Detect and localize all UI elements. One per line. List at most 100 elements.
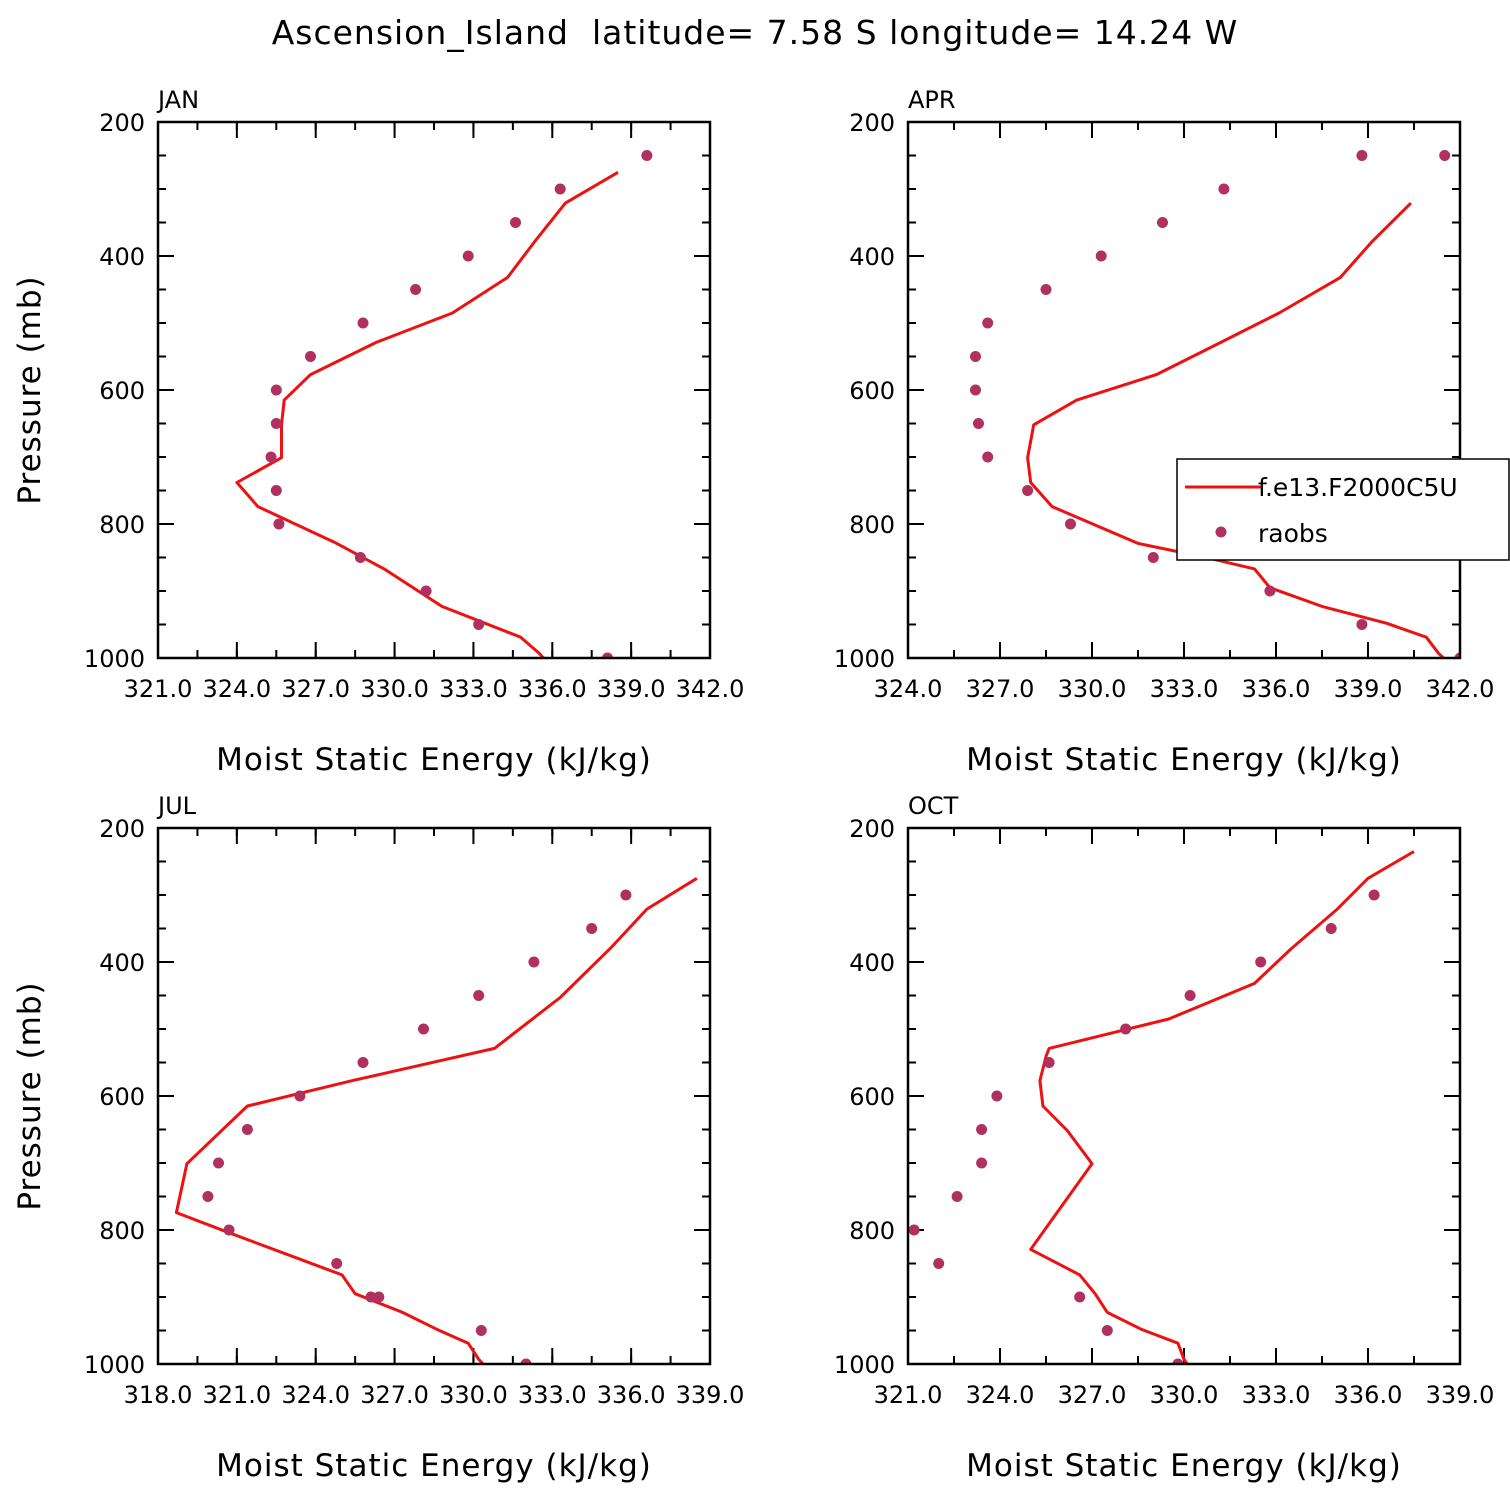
x-tick-label: 324.0 [874,675,943,703]
obs-point [510,217,521,228]
legend: f.e13.F2000C5U raobs [1176,458,1510,561]
figure-title: Ascension_Island latitude= 7.58 S longit… [272,13,1239,52]
obs-point [1157,217,1168,228]
panel-title: APR [908,86,956,114]
obs-point [357,1057,369,1068]
y-tick-label: 600 [849,377,895,405]
x-tick-label: 327.0 [966,675,1035,703]
panel-oct: 321.0 324.0 327.0 330.0 333.0 336.0 339.0 200 40… [834,792,1494,1484]
obs-point [982,451,994,463]
obs-point [1043,1057,1055,1068]
obs-point [908,1224,920,1236]
plot-frame [156,826,712,1366]
obs-point [294,1090,306,1102]
minor-ticks [907,121,1461,659]
obs-point [1184,990,1196,1001]
legend-label: raobs [1258,519,1328,548]
y-tick-label: 200 [99,109,145,137]
obs-point [1147,552,1159,563]
x-tick-label: 339.0 [676,1381,745,1409]
panel-jul: 318.0 321.0 324.0 327.0 330.0 333.0 336.0 339.0… [12,792,744,1484]
y-tick-label: 800 [849,511,895,539]
obs-point [970,384,981,396]
x-tick-label: 336.0 [1242,675,1311,703]
x-tick-label: 330.0 [439,1381,508,1409]
obs-point [373,1291,385,1303]
x-tick-label: 333.0 [1242,1381,1311,1409]
legend-box [1176,458,1510,561]
obs-point [473,990,485,1001]
obs-point [354,552,366,563]
obs-point [305,351,316,362]
obs-point [1218,183,1230,195]
obs-point [270,384,282,396]
major-ticks [907,827,1461,1365]
minor-ticks [157,121,711,659]
obs-point [273,518,285,530]
y-tick-label: 800 [849,1217,895,1245]
obs-point [357,317,369,329]
y-tick-label: 400 [849,243,895,271]
y-tick-label: 400 [849,949,895,977]
x-tick-label: 336.0 [518,675,587,703]
legend-label: f.e13.F2000C5U [1258,473,1458,502]
y-axis-label: Pressure (mb) [12,981,48,1210]
obs-point [586,923,598,934]
x-tick-label: 333.0 [518,1381,587,1409]
obs-point [265,451,277,463]
panel-title: JUL [156,792,197,820]
y-tick-label: 800 [99,1217,145,1245]
x-tick-label: 339.0 [1334,675,1403,703]
obs-point [1439,150,1451,161]
obs-point [1172,1358,1184,1364]
obs-point [602,652,613,658]
panels: 321.0 324.0 327.0 330.0 333.0 336.0 339.0 342.0… [12,86,1510,1484]
obs-point [641,150,653,161]
obs-point [365,1291,377,1303]
plot-frame [906,120,1462,660]
y-tick-label: 600 [99,1083,145,1111]
obs-point [1074,1291,1086,1303]
x-tick-label: 336.0 [1334,1381,1403,1409]
panel-title: OCT [908,792,959,820]
obs-point [1065,518,1076,530]
obs-point [520,1358,532,1364]
x-tick-label: 339.0 [1426,1381,1495,1409]
panel-title: JAN [156,86,199,114]
obs-point [202,1191,214,1202]
major-ticks [907,121,1461,659]
obs-point [462,250,474,262]
y-tick-label: 1000 [834,1351,895,1379]
x-tick-label: 327.0 [281,675,350,703]
obs-point [1356,150,1368,161]
x-tick-label: 342.0 [676,675,745,703]
obs-point [991,1090,1003,1102]
model-line [174,877,698,1364]
y-tick-label: 1000 [84,645,145,673]
x-tick-label: 336.0 [597,1381,666,1409]
model-line [1029,850,1415,1364]
x-tick-label: 324.0 [281,1381,350,1409]
x-axis-label: Moist Static Energy (kJ/kg) [216,742,652,778]
obs-point [1356,619,1368,630]
obs-point [213,1157,224,1169]
obs-point [951,1191,963,1202]
y-tick-label: 200 [99,815,145,843]
obs-point [331,1258,343,1269]
x-tick-label: 318.0 [124,1381,193,1409]
obs-point [982,317,994,329]
obs-point [420,585,432,597]
plot-area [908,850,1415,1364]
plot-frame [906,826,1462,1366]
x-axis-label: Moist Static Energy (kJ/kg) [966,742,1402,778]
obs-point [976,1157,988,1169]
obs-point [1368,889,1380,901]
x-tick-label: 330.0 [1150,1381,1219,1409]
x-tick-label: 324.0 [202,675,271,703]
obs-point [270,418,282,429]
x-tick-label: 330.0 [360,675,429,703]
y-tick-label: 400 [99,243,145,271]
minor-ticks [157,827,711,1365]
obs-point [1095,250,1107,262]
